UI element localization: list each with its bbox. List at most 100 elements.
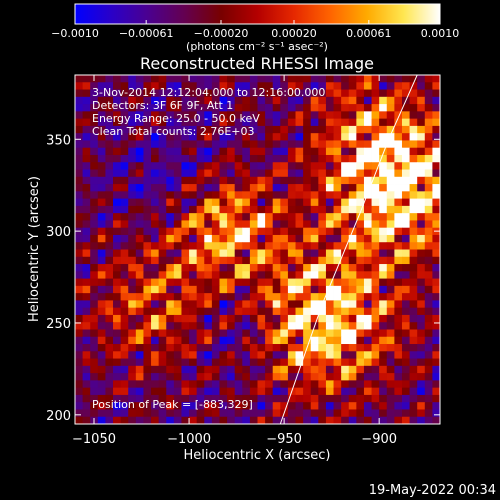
heatmap-cell bbox=[295, 242, 304, 250]
heatmap-cell bbox=[356, 278, 365, 287]
heatmap-cell bbox=[204, 227, 213, 236]
heatmap-cell bbox=[272, 329, 281, 338]
colorbar-tick-label: −0.00061 bbox=[119, 27, 174, 40]
heatmap-cell bbox=[280, 358, 289, 367]
heatmap-cell bbox=[371, 96, 380, 105]
heatmap-cell bbox=[341, 89, 350, 98]
heatmap-cell bbox=[181, 205, 190, 214]
heatmap-cell bbox=[363, 344, 372, 352]
heatmap-cell bbox=[135, 351, 144, 359]
heatmap-cell bbox=[424, 191, 433, 199]
heatmap-cell bbox=[242, 416, 251, 424]
heatmap-cell bbox=[356, 154, 365, 163]
heatmap-cell bbox=[409, 227, 418, 236]
heatmap-cell bbox=[196, 147, 205, 156]
heatmap-cell bbox=[105, 147, 114, 156]
heatmap-cell bbox=[295, 358, 304, 367]
heatmap-cell bbox=[325, 365, 334, 374]
heatmap-cell bbox=[325, 89, 334, 98]
heatmap-cell bbox=[211, 242, 220, 250]
heatmap-cell bbox=[257, 314, 266, 323]
heatmap-cell bbox=[82, 351, 91, 359]
heatmap-cell bbox=[211, 133, 220, 141]
heatmap-cell bbox=[97, 89, 106, 98]
heatmap-cell bbox=[113, 220, 122, 229]
heatmap-cell bbox=[417, 314, 426, 323]
heatmap-cell bbox=[120, 344, 129, 352]
heatmap-cell bbox=[166, 234, 175, 243]
heatmap-cell bbox=[341, 227, 350, 236]
heatmap-cell bbox=[325, 387, 334, 396]
heatmap-cell bbox=[379, 387, 388, 396]
heatmap-cell bbox=[280, 125, 289, 134]
heatmap-cell bbox=[386, 133, 395, 141]
heatmap-cell bbox=[173, 314, 182, 323]
heatmap-cell bbox=[189, 373, 198, 381]
heatmap-cell bbox=[348, 336, 357, 345]
heatmap-cell bbox=[363, 271, 372, 279]
heatmap-cell bbox=[249, 133, 258, 141]
heatmap-cell bbox=[417, 162, 426, 170]
heatmap-cell bbox=[401, 394, 410, 403]
heatmap-cell bbox=[432, 75, 440, 83]
heatmap-cell bbox=[280, 344, 289, 352]
heatmap-cell bbox=[242, 314, 251, 323]
heatmap-cell bbox=[128, 344, 137, 352]
heatmap-cell bbox=[219, 133, 228, 141]
heatmap-cell bbox=[394, 416, 403, 424]
heatmap-cell bbox=[196, 373, 205, 381]
heatmap-cell bbox=[227, 373, 236, 381]
heatmap-cell bbox=[82, 220, 91, 229]
heatmap-cell bbox=[120, 278, 129, 287]
heatmap-cell bbox=[143, 242, 152, 250]
heatmap-cell bbox=[242, 271, 251, 279]
heatmap-cell bbox=[143, 133, 152, 141]
heatmap-cell bbox=[272, 104, 281, 112]
heatmap-cell bbox=[325, 169, 334, 178]
heatmap-cell bbox=[303, 198, 312, 207]
heatmap-cell bbox=[204, 147, 213, 156]
heatmap-cell bbox=[280, 82, 289, 90]
heatmap-cell bbox=[120, 351, 129, 359]
heatmap-cell bbox=[287, 416, 296, 424]
heatmap-cell bbox=[257, 409, 266, 418]
heatmap-cell bbox=[386, 358, 395, 367]
heatmap-cell bbox=[181, 111, 190, 120]
heatmap-cell bbox=[371, 220, 380, 229]
heatmap-cell bbox=[318, 82, 327, 90]
heatmap-cell bbox=[196, 154, 205, 163]
heatmap-cell bbox=[257, 307, 266, 316]
heatmap-cell bbox=[401, 293, 410, 301]
heatmap-cell bbox=[128, 205, 137, 214]
heatmap-cell bbox=[82, 249, 91, 258]
heatmap-cell bbox=[82, 293, 91, 301]
heatmap-cell bbox=[173, 300, 182, 309]
heatmap-cell bbox=[394, 249, 403, 258]
heatmap-cell bbox=[82, 162, 91, 170]
heatmap-cell bbox=[379, 373, 388, 381]
heatmap-cell bbox=[341, 147, 350, 156]
heatmap-cell bbox=[105, 256, 114, 265]
heatmap-cell bbox=[166, 351, 175, 359]
heatmap-cell bbox=[386, 409, 395, 418]
heatmap-cell bbox=[181, 344, 190, 352]
heatmap-cell bbox=[265, 249, 274, 258]
heatmap-cell bbox=[166, 256, 175, 265]
heatmap-cell bbox=[341, 344, 350, 352]
heatmap-cell bbox=[82, 285, 91, 294]
heatmap-cell bbox=[371, 75, 380, 83]
heatmap-cell bbox=[363, 300, 372, 309]
heatmap-cell bbox=[310, 307, 319, 316]
heatmap-cell bbox=[120, 154, 129, 163]
heatmap-cell bbox=[417, 198, 426, 207]
heatmap-cell bbox=[333, 293, 342, 301]
heatmap-cell bbox=[325, 373, 334, 381]
heatmap-cell bbox=[409, 329, 418, 338]
heatmap-cell bbox=[310, 380, 319, 389]
heatmap-cell bbox=[181, 285, 190, 294]
heatmap-cell bbox=[234, 198, 243, 207]
heatmap-cell bbox=[272, 358, 281, 367]
heatmap-cell bbox=[75, 154, 83, 163]
heatmap-cell bbox=[401, 184, 410, 192]
heatmap-cell bbox=[211, 234, 220, 243]
